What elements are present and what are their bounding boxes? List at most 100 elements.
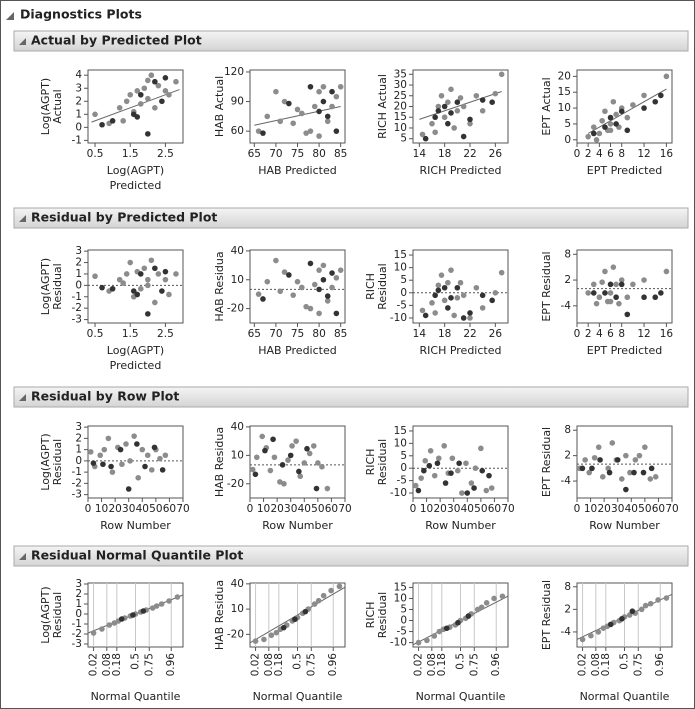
point xyxy=(652,294,659,301)
point xyxy=(166,598,172,604)
point xyxy=(92,111,98,118)
disclosure-icon[interactable] xyxy=(19,394,26,401)
point xyxy=(329,284,335,291)
x-axis-label: Row Number xyxy=(100,519,171,532)
point xyxy=(479,305,486,311)
x-tick-label: 70 xyxy=(338,503,351,515)
x-axis-label: Row Number xyxy=(589,519,660,532)
y-axis-label: Residual xyxy=(376,439,389,485)
y-tick-label: -4 xyxy=(561,626,572,638)
y-tick-label: 2 xyxy=(564,603,571,615)
point xyxy=(624,311,631,318)
x-tick-label: 0.5 xyxy=(292,653,304,670)
point xyxy=(663,73,670,80)
point xyxy=(116,105,123,111)
point xyxy=(624,127,631,134)
point xyxy=(590,281,597,288)
point xyxy=(640,469,647,476)
y-tick-label: -2 xyxy=(72,477,82,489)
point xyxy=(459,490,465,496)
x-axis-label: RICH Predicted xyxy=(420,344,502,357)
point xyxy=(652,98,659,105)
point xyxy=(441,443,448,449)
point xyxy=(294,278,301,285)
point xyxy=(579,465,586,472)
x-tick-label: 0.5 xyxy=(130,653,142,670)
point xyxy=(478,445,484,452)
point xyxy=(641,105,647,111)
point xyxy=(610,98,617,105)
x-tick-label: 70 xyxy=(176,503,189,515)
disclosure-icon[interactable] xyxy=(19,38,26,45)
point xyxy=(616,300,622,307)
disclosure-icon[interactable] xyxy=(19,215,26,222)
point xyxy=(134,291,141,298)
section-bar xyxy=(13,386,689,408)
point xyxy=(320,592,327,599)
x-tick-label: 6 xyxy=(607,328,614,340)
point xyxy=(141,265,148,272)
x-tick-label: 0 xyxy=(247,503,254,515)
point xyxy=(663,268,670,275)
point xyxy=(599,474,606,480)
chart: 0.02 0.080.18 0.5 0.75 0.96 -4 2 8 EPT Residual N… xyxy=(540,580,673,703)
point xyxy=(445,120,451,127)
x-tick-label: 2.5 xyxy=(157,148,174,160)
plot-frame xyxy=(249,249,346,324)
y-tick-label: 3 xyxy=(75,421,82,433)
point xyxy=(441,114,448,121)
disclosure-icon[interactable] xyxy=(6,12,14,20)
section-title: Residual by Row Plot xyxy=(31,389,179,404)
y-tick-label: 5 xyxy=(400,133,407,145)
point xyxy=(467,315,473,321)
point xyxy=(457,95,464,101)
x-tick-label: 8 xyxy=(618,148,625,160)
y-tick-label: 1 xyxy=(75,268,82,280)
point xyxy=(597,457,603,463)
point xyxy=(492,90,499,97)
point xyxy=(593,137,600,143)
y-tick-label: 10 xyxy=(558,102,571,114)
x-tick-label: 16 xyxy=(660,328,674,340)
point xyxy=(595,444,602,450)
point xyxy=(460,315,467,321)
point xyxy=(630,281,636,288)
x-tick-label: 0.02 xyxy=(88,653,100,676)
point xyxy=(277,118,284,125)
point xyxy=(607,621,614,628)
point xyxy=(120,280,126,286)
x-tick-label: 16 xyxy=(660,148,674,160)
y-tick-label: -5 xyxy=(397,626,407,638)
point xyxy=(607,298,614,305)
y-tick-label: 2 xyxy=(75,95,82,107)
point xyxy=(623,452,629,459)
point xyxy=(441,297,448,304)
x-tick-label: 0.5 xyxy=(455,653,467,670)
x-tick-label: 0.5 xyxy=(87,148,104,160)
point xyxy=(648,465,655,472)
point xyxy=(606,469,613,476)
point xyxy=(264,278,271,285)
point xyxy=(415,487,422,494)
y-tick-label: -1 xyxy=(72,618,82,630)
y-axis-label: RICH Actual xyxy=(376,74,389,139)
point xyxy=(435,282,442,289)
point xyxy=(431,472,438,479)
x-axis-label: Predicted xyxy=(110,359,162,372)
x-tick-label: 10 xyxy=(420,503,433,515)
point xyxy=(419,307,426,314)
point xyxy=(602,290,608,296)
point xyxy=(498,71,505,78)
point xyxy=(593,300,600,307)
point xyxy=(293,438,299,444)
point xyxy=(307,260,314,267)
y-tick-label: -4 xyxy=(561,300,572,312)
y-tick-label: 20 xyxy=(394,101,407,113)
point xyxy=(125,486,132,492)
point xyxy=(142,463,148,470)
point xyxy=(465,613,472,619)
point xyxy=(157,455,163,462)
point xyxy=(486,472,492,479)
disclosure-icon[interactable] xyxy=(19,553,26,560)
